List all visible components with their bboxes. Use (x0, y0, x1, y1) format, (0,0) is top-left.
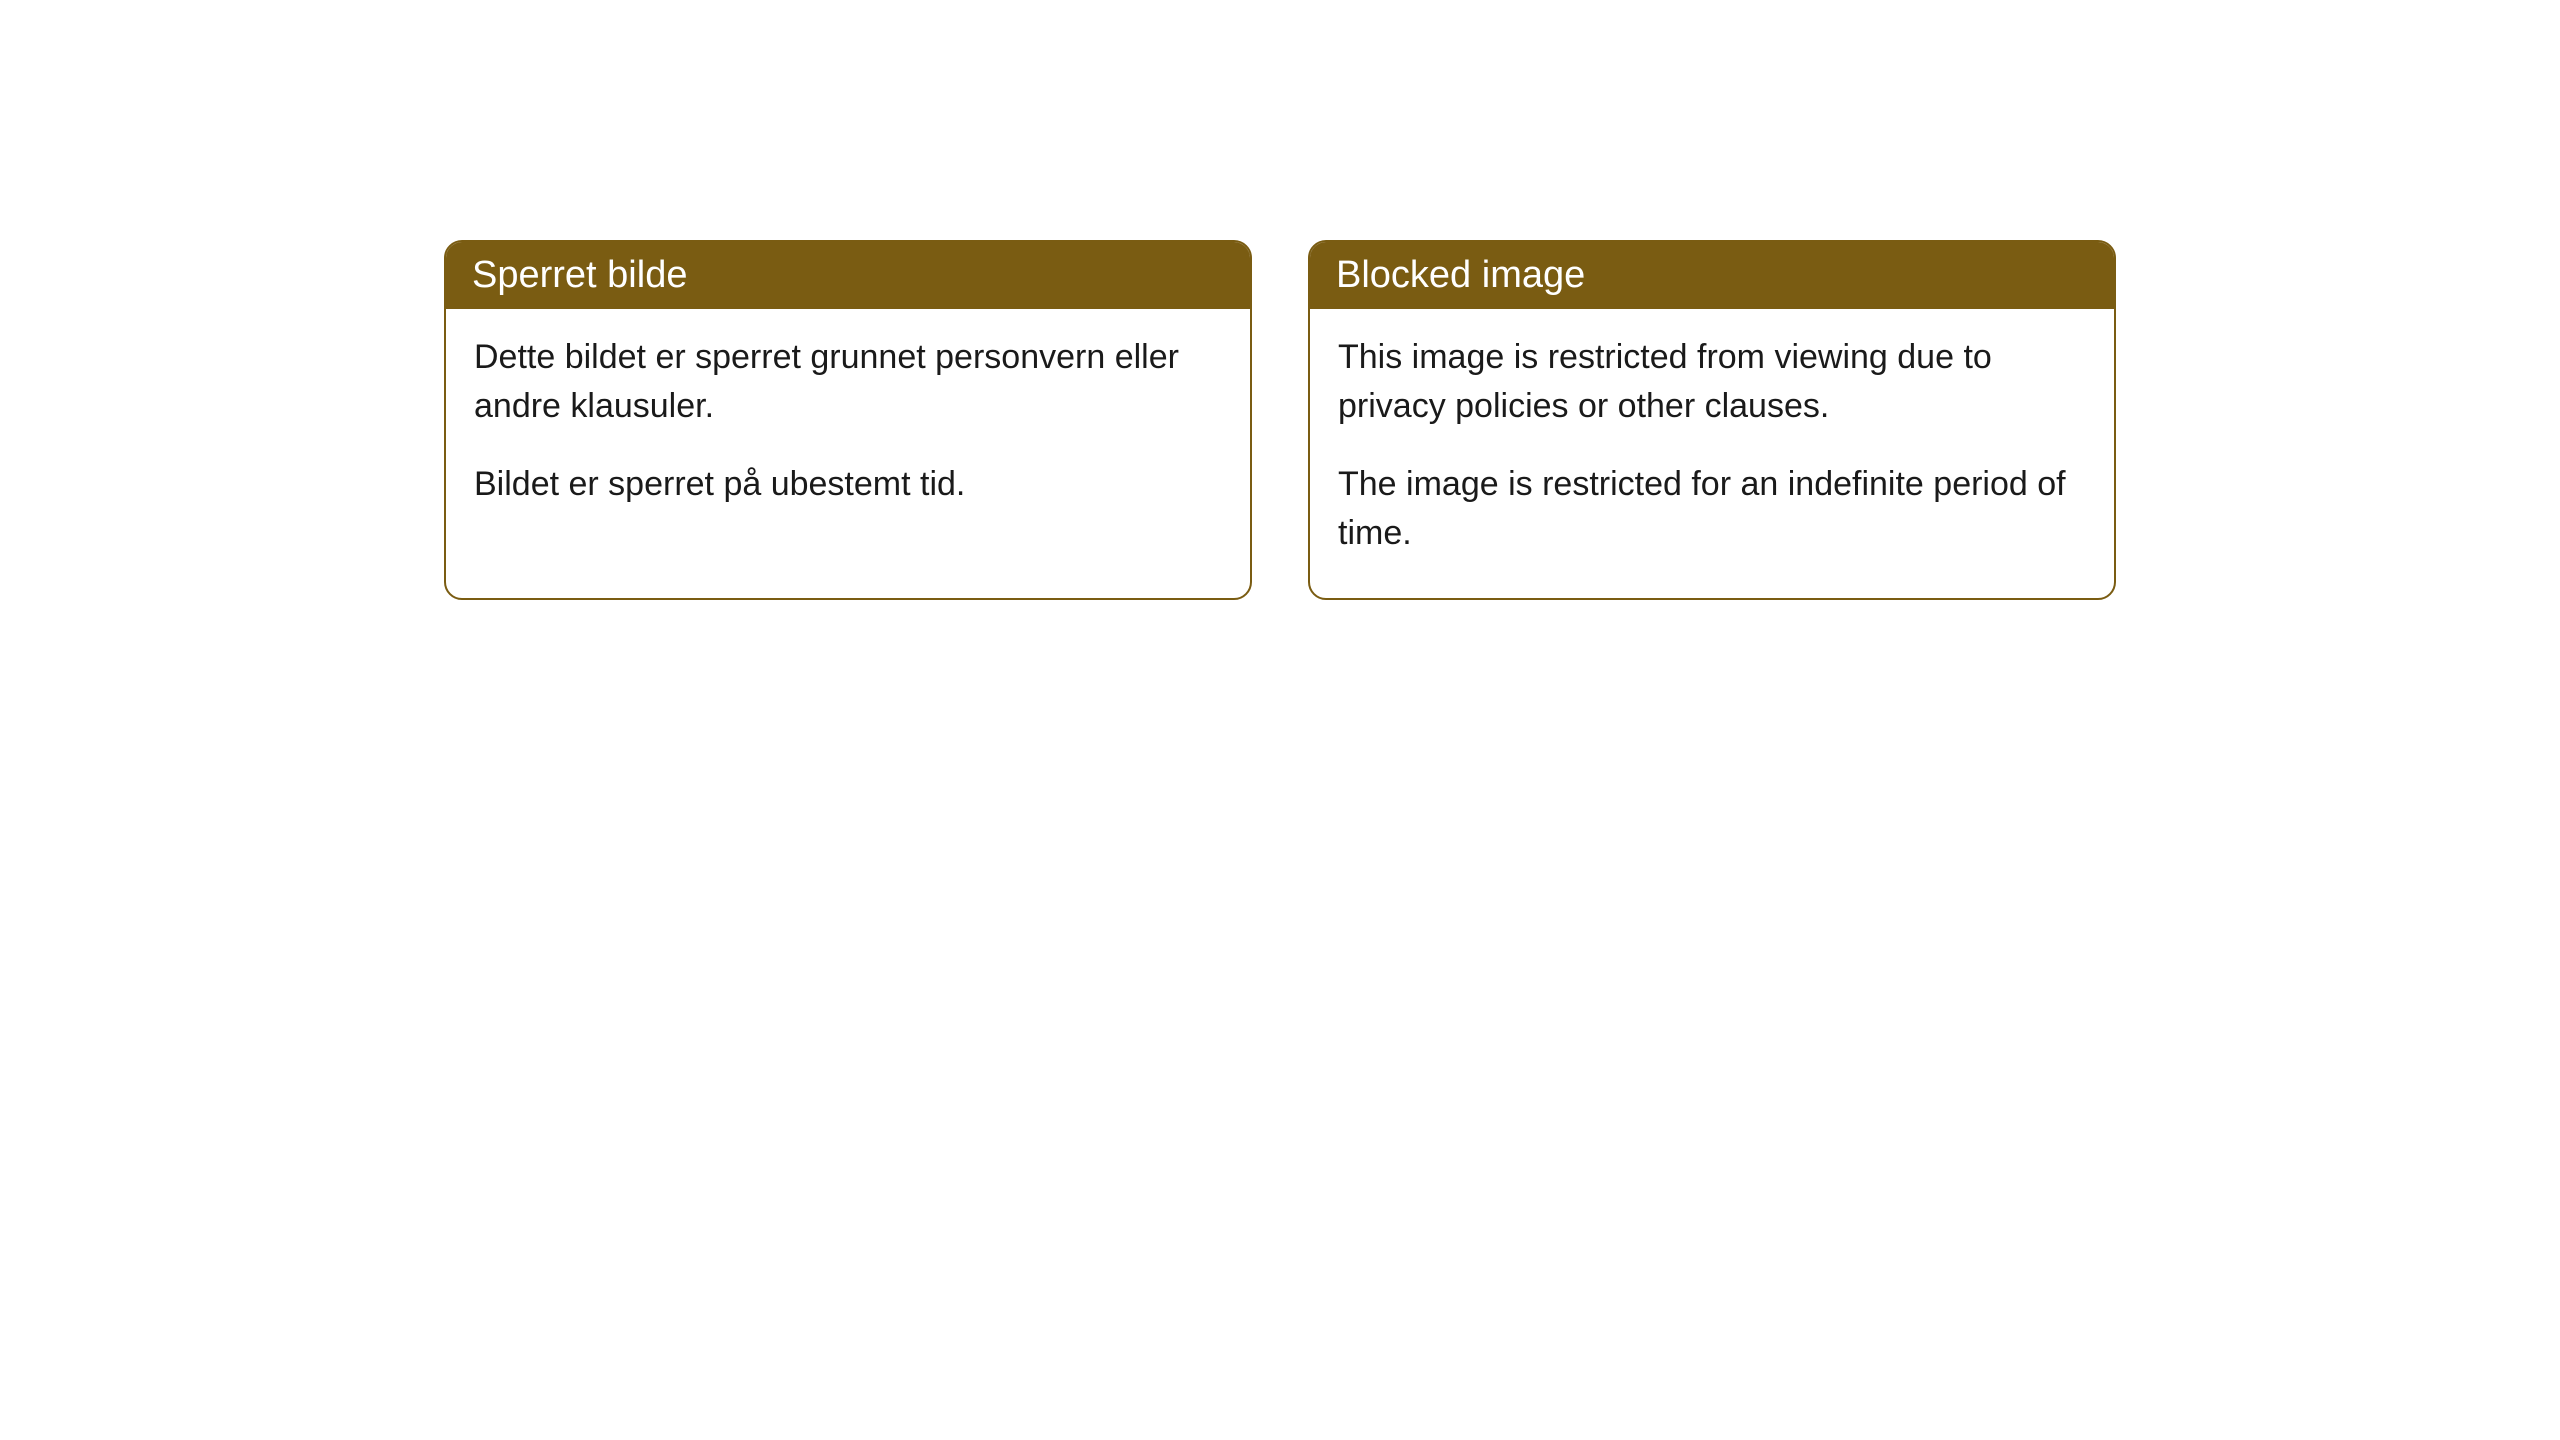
card-header-no: Sperret bilde (446, 242, 1250, 309)
card-title: Blocked image (1336, 254, 1585, 296)
card-body-no: Dette bildet er sperret grunnet personve… (446, 309, 1250, 549)
card-paragraph: This image is restricted from viewing du… (1338, 333, 2086, 432)
card-body-en: This image is restricted from viewing du… (1310, 309, 2114, 598)
cards-container: Sperret bilde Dette bildet er sperret gr… (0, 240, 2560, 600)
card-header-en: Blocked image (1310, 242, 2114, 309)
blocked-image-card-en: Blocked image This image is restricted f… (1308, 240, 2116, 600)
card-paragraph: Dette bildet er sperret grunnet personve… (474, 333, 1222, 432)
card-paragraph: Bildet er sperret på ubestemt tid. (474, 460, 1222, 509)
card-paragraph: The image is restricted for an indefinit… (1338, 460, 2086, 559)
blocked-image-card-no: Sperret bilde Dette bildet er sperret gr… (444, 240, 1252, 600)
card-title: Sperret bilde (472, 254, 687, 296)
